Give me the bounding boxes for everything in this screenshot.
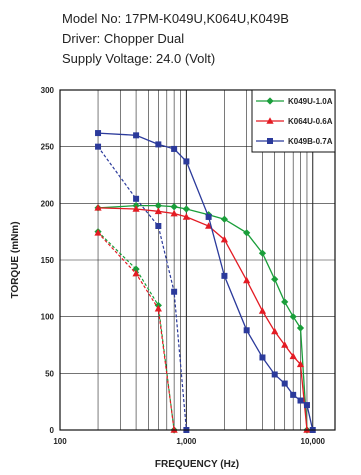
y-tick-label: 50 bbox=[45, 369, 54, 378]
data-point-marker bbox=[243, 229, 251, 237]
plot-frame bbox=[59, 89, 336, 431]
data-point-marker bbox=[170, 203, 178, 211]
x-tick-label: 1,000 bbox=[176, 437, 197, 446]
pullin-line bbox=[97, 146, 187, 431]
data-point-marker bbox=[182, 205, 190, 213]
legend-label: K064U-0.6A bbox=[288, 117, 333, 126]
pullout-end-line bbox=[306, 404, 314, 431]
pullin-line bbox=[97, 232, 175, 431]
series-k049b-0-7a bbox=[95, 130, 316, 433]
axis-ticks: 0 50 100 150 200 250 300 100 1,000 10,000 bbox=[41, 86, 326, 446]
data-point-marker bbox=[281, 341, 289, 348]
pullout-line bbox=[97, 132, 308, 406]
data-point-marker bbox=[95, 130, 102, 137]
data-point-marker bbox=[271, 275, 279, 283]
data-point-marker bbox=[303, 402, 310, 409]
y-axis-title: TORQUE (mNm) bbox=[10, 221, 21, 298]
data-point-marker bbox=[290, 391, 297, 398]
data-point-marker bbox=[94, 204, 102, 211]
data-point-marker bbox=[296, 360, 305, 368]
data-point-marker bbox=[281, 298, 289, 306]
y-tick-label: 250 bbox=[41, 143, 55, 152]
y-tick-label: 200 bbox=[41, 199, 55, 208]
y-tick-label: 100 bbox=[41, 313, 55, 322]
chart-header: Model No: 17PM-K049U,K064U,K049B Driver:… bbox=[62, 9, 357, 69]
legend-label: K049U-1.0A bbox=[288, 97, 333, 106]
data-point-marker bbox=[132, 269, 140, 277]
data-point-marker bbox=[220, 215, 229, 223]
data-point-marker bbox=[259, 354, 266, 361]
data-point-marker bbox=[221, 272, 228, 279]
data-point-marker bbox=[266, 97, 274, 105]
data-point-marker bbox=[205, 222, 213, 229]
pullin-line bbox=[97, 231, 175, 431]
data-point-marker bbox=[271, 371, 278, 378]
legend: K049U-1.0A K064U-0.6A K049B-0.7A bbox=[251, 89, 336, 153]
series-k064u-0-6a bbox=[94, 204, 311, 433]
data-point-marker bbox=[267, 138, 273, 144]
legend-label: K049B-0.7A bbox=[288, 137, 333, 146]
data-point-marker bbox=[155, 141, 162, 148]
data-point-marker bbox=[154, 207, 162, 215]
data-point-marker bbox=[243, 276, 251, 284]
data-point-marker bbox=[132, 205, 140, 212]
pullout-line bbox=[97, 204, 302, 329]
data-point-marker bbox=[133, 195, 140, 202]
data-point-marker bbox=[154, 304, 162, 312]
data-point-marker bbox=[205, 213, 212, 220]
data-point-marker bbox=[171, 288, 178, 295]
model-number-text: Model No: 17PM-K049U,K064U,K049B bbox=[62, 11, 289, 26]
data-point-marker bbox=[281, 380, 288, 387]
data-point-marker bbox=[133, 132, 140, 139]
data-point-marker bbox=[271, 327, 279, 335]
x-axis-title: FREQUENCY (Hz) bbox=[155, 459, 239, 470]
driver-text: Driver: Chopper Dual bbox=[62, 31, 185, 46]
x-tick-label: 100 bbox=[53, 437, 67, 446]
series-lines bbox=[94, 130, 316, 434]
data-point-marker bbox=[95, 143, 102, 150]
x-tick-label: 10,000 bbox=[301, 437, 326, 446]
series-k049u-1-0a bbox=[94, 202, 311, 434]
y-tick-label: 300 bbox=[41, 86, 55, 95]
data-point-marker bbox=[296, 324, 305, 332]
pullout-end-line bbox=[299, 364, 308, 431]
data-point-marker bbox=[297, 397, 304, 404]
data-point-marker bbox=[182, 213, 190, 220]
data-point-marker bbox=[154, 202, 162, 210]
data-point-marker bbox=[155, 223, 162, 229]
pullout-line bbox=[97, 207, 301, 365]
data-point-marker bbox=[289, 352, 297, 360]
data-point-marker bbox=[258, 307, 267, 314]
data-point-marker bbox=[183, 158, 190, 165]
supply-voltage-text: Supply Voltage: 24.0 (Volt) bbox=[62, 51, 216, 66]
data-point-marker bbox=[94, 229, 102, 236]
y-tick-label: 0 bbox=[50, 426, 55, 435]
data-point-marker bbox=[171, 145, 178, 152]
data-point-marker bbox=[243, 327, 250, 334]
data-point-marker bbox=[220, 235, 229, 243]
data-point-marker bbox=[258, 249, 267, 257]
data-point-marker bbox=[170, 209, 178, 217]
data-point-marker bbox=[266, 117, 274, 124]
y-tick-label: 150 bbox=[41, 256, 55, 265]
data-point-marker bbox=[289, 313, 297, 321]
